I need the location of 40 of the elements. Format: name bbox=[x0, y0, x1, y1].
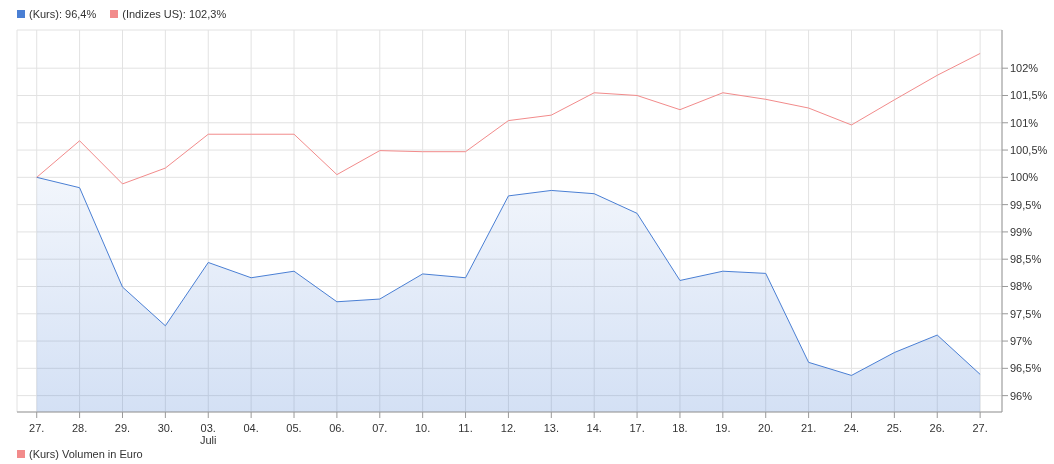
x-tick-label: 27. bbox=[29, 422, 45, 434]
x-tick-label: 19. bbox=[715, 422, 731, 434]
x-tick-label: 12. bbox=[500, 422, 517, 434]
x-tick-label: 25. bbox=[886, 422, 903, 434]
x-tick-label: 07. bbox=[372, 422, 388, 434]
x-tick-label: 14. bbox=[586, 422, 602, 434]
legend-label: (Indizes US): 102,3% bbox=[121, 8, 227, 20]
x-tick-label: 24. bbox=[843, 422, 860, 434]
x-tick-label: 03. Juli bbox=[200, 422, 217, 446]
x-tick-label: 10. bbox=[415, 422, 431, 434]
line-series bbox=[36, 52, 981, 185]
x-tick-label: 27. bbox=[972, 422, 988, 434]
x-tick-label: 04. bbox=[243, 422, 259, 434]
y-tick-label: 101% bbox=[1010, 116, 1039, 129]
x-tick-label: 30. bbox=[157, 422, 174, 434]
y-tick-label: 96,5% bbox=[1010, 362, 1042, 375]
y-tick-label: 102% bbox=[1010, 62, 1039, 75]
y-tick-label: 97% bbox=[1010, 334, 1033, 347]
legend-label: (Kurs): 96,4% bbox=[28, 8, 97, 20]
y-tick-label: 98,5% bbox=[1010, 253, 1042, 266]
x-tick-label: 26. bbox=[929, 422, 945, 434]
y-tick-label: 97,5% bbox=[1010, 307, 1042, 320]
x-tick-label: 20. bbox=[758, 422, 774, 434]
x-tick-label: 28. bbox=[71, 422, 88, 434]
x-tick-label: 17. bbox=[629, 422, 645, 434]
y-tick-label: 100,5% bbox=[1010, 143, 1048, 156]
y-tick-label: 101,5% bbox=[1010, 89, 1048, 102]
y-tick-label: 100% bbox=[1010, 171, 1039, 184]
y-tick-label: 96% bbox=[1010, 389, 1033, 402]
x-tick-label: 06. bbox=[329, 422, 345, 434]
text: (Kurs) Volumen in Euro bbox=[29, 448, 143, 460]
x-tick-label: 18. bbox=[672, 422, 688, 434]
x-tick-label: 05. bbox=[286, 422, 302, 434]
y-tick-label: 99,5% bbox=[1010, 198, 1042, 211]
y-tick-label: 98% bbox=[1010, 280, 1033, 293]
y-tick-label: 99% bbox=[1010, 225, 1033, 238]
x-tick-label: 29. bbox=[114, 422, 131, 434]
x-tick-label: 13. bbox=[543, 422, 559, 434]
x-tick-label: 11. bbox=[458, 422, 473, 434]
x-tick-label: 21. bbox=[800, 422, 817, 434]
